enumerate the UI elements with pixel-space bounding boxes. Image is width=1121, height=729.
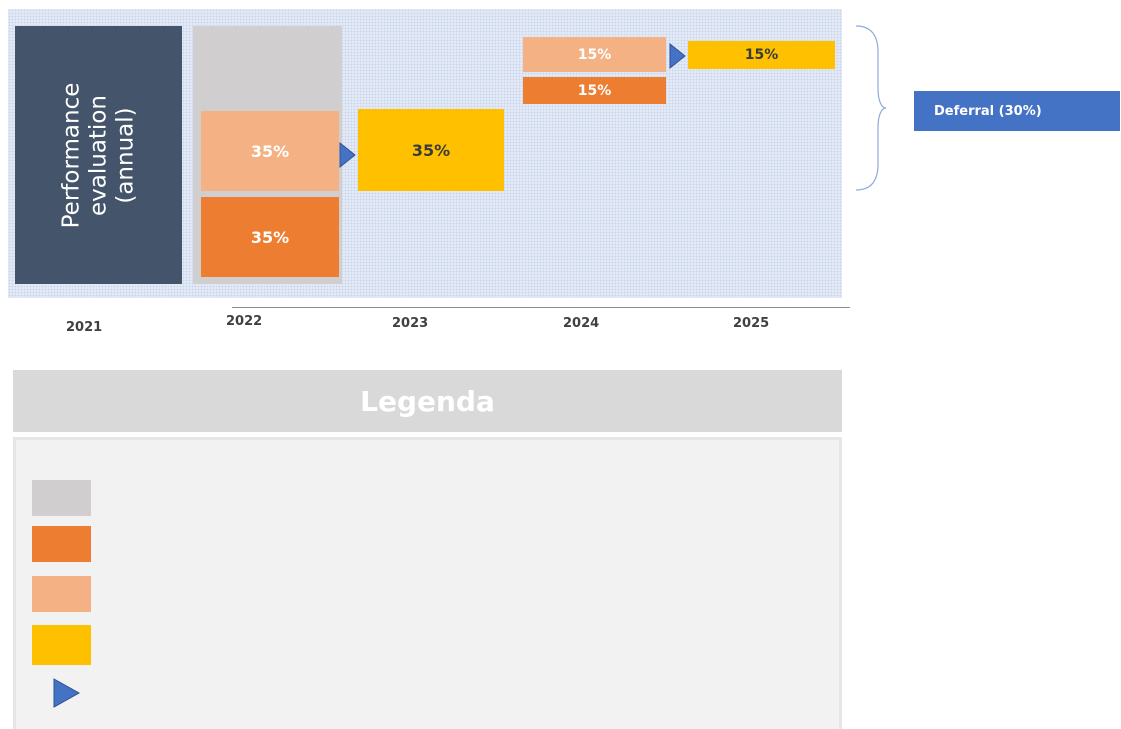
legend-arrow-icon bbox=[53, 678, 81, 708]
performance-evaluation-box: Performance evaluation (annual) bbox=[15, 26, 182, 284]
legend-dark-orange-swatch bbox=[32, 526, 91, 562]
block-2025-yellow: 15% bbox=[688, 41, 835, 69]
block-2024-dark-orange: 15% bbox=[523, 77, 666, 104]
year-label-2023: 2023 bbox=[392, 316, 429, 331]
performance-label-line-3: (annual) bbox=[112, 106, 138, 204]
legend-panel bbox=[13, 437, 842, 729]
arrow-2022-to-2023-icon bbox=[339, 141, 356, 169]
year-label-2021: 2021 bbox=[66, 320, 103, 335]
legend-light-orange-swatch bbox=[32, 576, 91, 612]
legend-grey-swatch bbox=[32, 480, 91, 516]
legend-title: Legenda bbox=[13, 370, 842, 432]
timeline-axis bbox=[232, 307, 850, 308]
year-label-2025: 2025 bbox=[733, 316, 770, 331]
block-2022-dark-orange: 35% bbox=[201, 197, 339, 277]
deferral-brace-icon bbox=[855, 25, 887, 191]
performance-label-line-1: Performance bbox=[58, 82, 84, 228]
year-label-2024: 2024 bbox=[563, 316, 600, 331]
legend-yellow-swatch bbox=[32, 625, 91, 665]
year-label-2022: 2022 bbox=[226, 314, 263, 329]
deferral-label: Deferral (30%) bbox=[914, 91, 1120, 131]
block-2022-light-orange: 35% bbox=[201, 111, 339, 191]
performance-label-line-2: evaluation bbox=[85, 94, 111, 216]
performance-evaluation-label: Performance evaluation (annual) bbox=[58, 82, 139, 228]
arrow-2024-to-2025-icon bbox=[669, 42, 686, 70]
block-2024-light-orange: 15% bbox=[523, 37, 666, 72]
block-2023-yellow: 35% bbox=[358, 109, 504, 191]
